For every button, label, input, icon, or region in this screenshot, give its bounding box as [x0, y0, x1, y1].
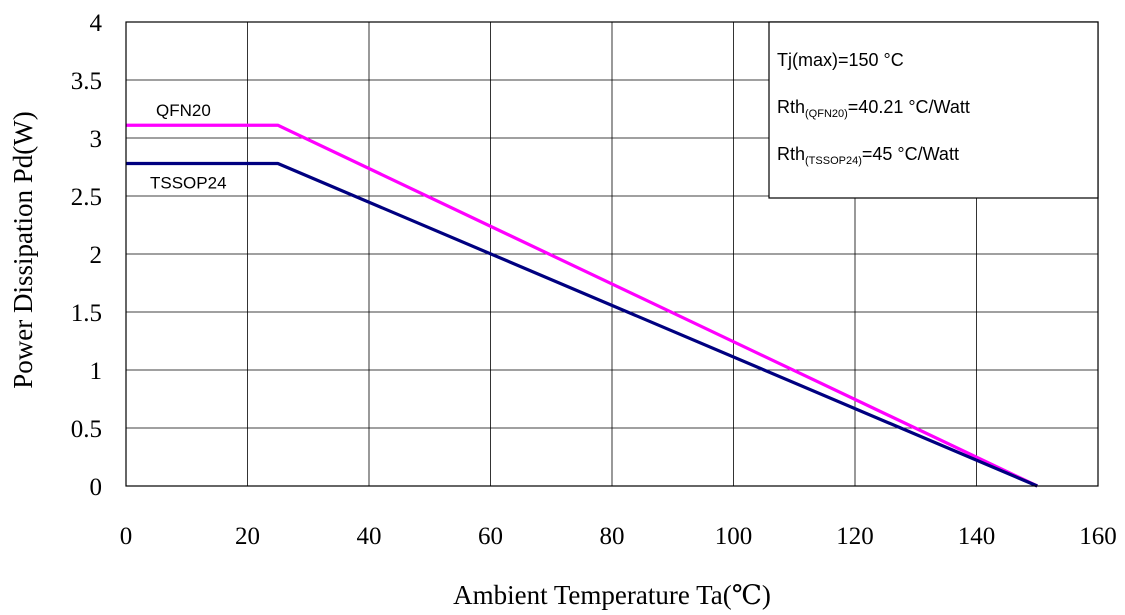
y-tick-label: 3	[90, 126, 103, 153]
x-tick-label: 20	[235, 523, 260, 550]
y-tick-label: 2.5	[71, 184, 102, 211]
x-tick-labels: 0 20 40 60 80 100 120 140 160	[120, 523, 1117, 550]
y-axis-title: Power Dissipation Pd(W)	[8, 111, 38, 388]
x-tick-label: 40	[357, 523, 382, 550]
x-tick-label: 160	[1079, 523, 1117, 550]
series-line-tssop24	[126, 161, 1038, 488]
series-lines	[126, 123, 1038, 488]
y-tick-label: 1	[90, 358, 103, 385]
x-tick-label: 140	[958, 523, 996, 550]
series-label-tssop24: TSSOP24	[150, 174, 227, 193]
y-tick-label: 3.5	[71, 68, 102, 95]
y-tick-label: 4	[90, 10, 103, 37]
annotation-rth-tssop24-value: =45 °C/Watt	[862, 144, 959, 164]
y-tick-label: 1.5	[71, 300, 102, 327]
annotation-rth-qfn20: Rth(QFN20)=40.21 °C/Watt	[777, 97, 970, 120]
x-tick-label: 80	[600, 523, 625, 550]
annotation-rth-tssop24-sub: (TSSOP24)	[805, 155, 862, 167]
y-tick-label: 0.5	[71, 416, 102, 443]
y-tick-label: 0	[90, 474, 103, 501]
x-tick-label: 60	[478, 523, 503, 550]
annotation-tj-max: Tj(max)=150 °C	[777, 50, 904, 70]
annotation-rth-qfn20-value: =40.21 °C/Watt	[848, 97, 970, 117]
x-tick-label: 100	[715, 523, 753, 550]
x-tick-label: 120	[836, 523, 874, 550]
x-axis-title: Ambient Temperature Ta(℃)	[453, 580, 771, 610]
series-line-qfn20	[126, 123, 1038, 488]
annotation-rth-tssop24-main: Rth	[777, 144, 805, 164]
series-label-qfn20: QFN20	[156, 101, 211, 120]
y-tick-labels: 0 0.5 1 1.5 2 2.5 3 3.5 4	[71, 10, 103, 501]
annotation-box: Tj(max)=150 °C Rth(QFN20)=40.21 °C/Watt …	[768, 21, 1099, 199]
annotation-rth-qfn20-main: Rth	[777, 97, 805, 117]
annotation-box-frame	[768, 21, 1099, 199]
x-tick-label: 0	[120, 523, 133, 550]
y-tick-label: 2	[90, 242, 103, 269]
annotation-rth-qfn20-sub: (QFN20)	[805, 108, 848, 120]
annotation-rth-tssop24: Rth(TSSOP24)=45 °C/Watt	[777, 144, 959, 167]
plot-frame	[125, 21, 1099, 487]
